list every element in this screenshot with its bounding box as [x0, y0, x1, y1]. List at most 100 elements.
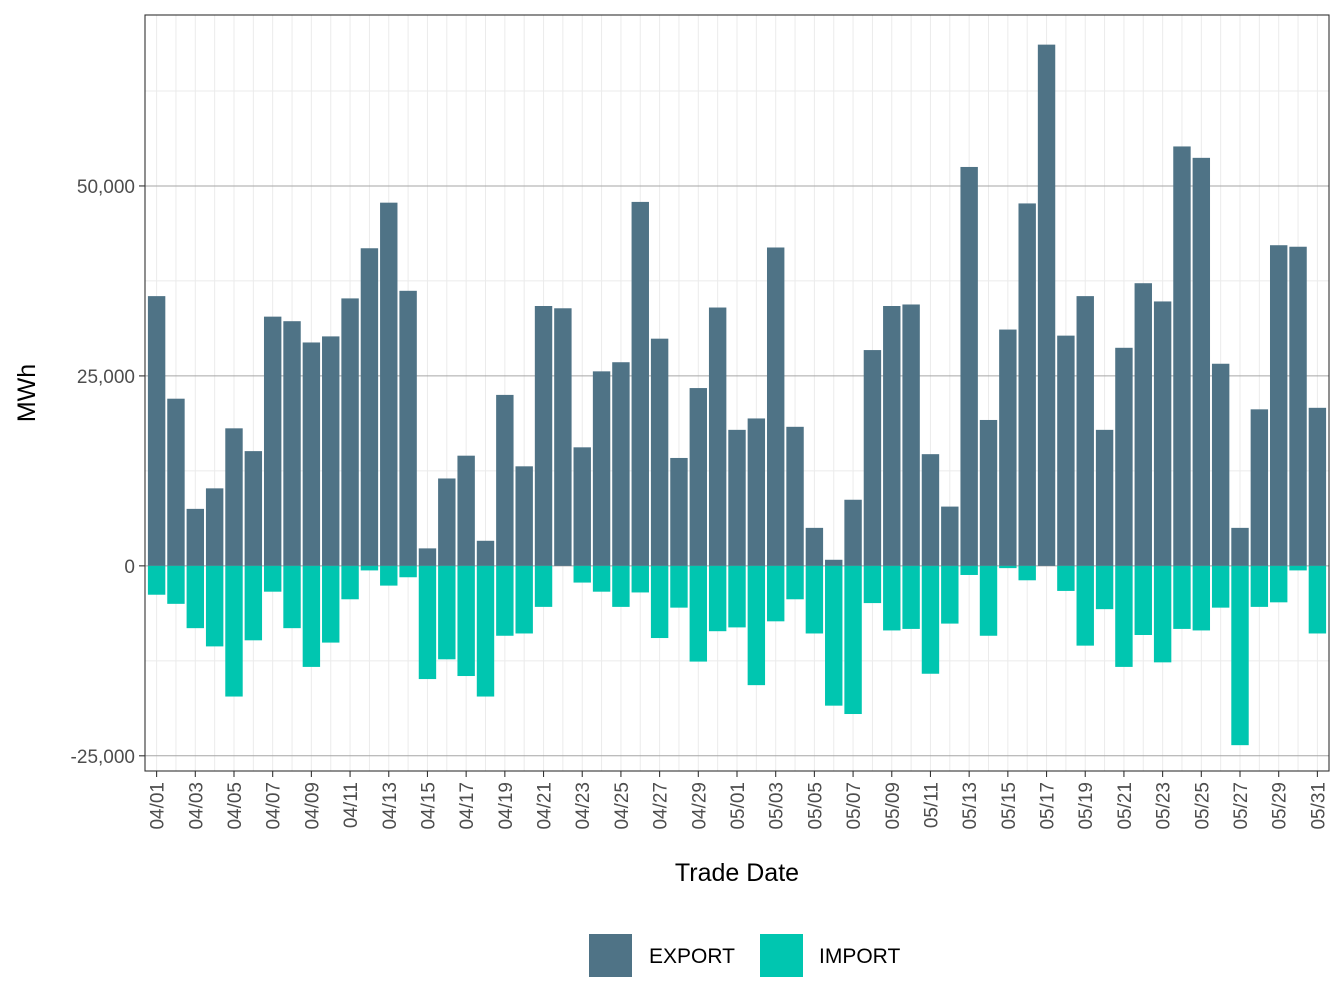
bar-import-04-17 — [457, 565, 475, 677]
bar-import-05-23 — [1153, 565, 1172, 663]
bar-export-05-18 — [1057, 335, 1075, 566]
bar-export-05-31 — [1308, 407, 1327, 566]
bar-export-04-21 — [534, 306, 553, 566]
bar-export-05-10 — [902, 304, 920, 566]
x-tick-label: 05/29 — [1270, 782, 1291, 830]
x-tick-label: 04/27 — [651, 782, 672, 830]
bar-import-04-19 — [496, 565, 514, 636]
x-tick-label: 05/27 — [1231, 782, 1252, 830]
bar-import-04-02 — [167, 565, 185, 604]
bar-import-04-15 — [418, 565, 437, 680]
bar-export-04-08 — [283, 321, 301, 566]
y-tick-label: 0 — [124, 557, 135, 578]
bar-import-05-16 — [1018, 565, 1036, 581]
bar-export-04-06 — [244, 451, 263, 566]
bar-export-05-13 — [960, 166, 978, 566]
x-tick-label: 04/29 — [689, 782, 710, 830]
x-tick-label: 05/09 — [883, 782, 904, 830]
bar-export-04-05 — [225, 428, 243, 566]
bar-export-05-08 — [863, 350, 882, 566]
x-tick-label: 04/09 — [302, 782, 323, 830]
bar-import-04-08 — [283, 565, 301, 629]
bar-export-05-15 — [999, 329, 1017, 566]
x-axis: 04/01 04/03 04/05 04/07 04/09 04/11 04/13 04/15… — [148, 771, 1329, 830]
bar-export-04-19 — [496, 394, 514, 566]
bar-import-05-20 — [1095, 565, 1114, 610]
bar-import-04-07 — [263, 565, 282, 592]
x-tick-label: 05/13 — [960, 782, 981, 830]
bar-export-05-12 — [941, 506, 959, 566]
bar-export-05-17 — [1037, 44, 1056, 566]
x-tick-label: 05/21 — [1115, 782, 1136, 830]
bar-import-05-11 — [921, 565, 940, 674]
bar-import-05-27 — [1231, 565, 1249, 746]
bar-import-05-07 — [844, 565, 862, 715]
bar-import-04-10 — [322, 565, 340, 643]
bar-export-04-23 — [573, 447, 591, 566]
bar-export-05-02 — [747, 418, 766, 566]
x-tick-label: 04/03 — [186, 782, 207, 830]
bar-export-04-04 — [205, 488, 224, 566]
bar-export-05-23 — [1153, 301, 1172, 566]
bar-export-04-07 — [263, 316, 282, 566]
y-axis: -25,000 0 25,000 50,000 — [71, 177, 145, 768]
bar-export-04-29 — [689, 388, 708, 566]
bar-export-04-03 — [186, 508, 205, 566]
legend-label-export: EXPORT — [649, 945, 735, 968]
x-tick-label: 05/23 — [1154, 782, 1175, 830]
bar-export-04-14 — [399, 290, 417, 566]
bar-export-04-12 — [360, 248, 379, 566]
x-tick-label: 04/07 — [264, 782, 285, 830]
bar-import-04-03 — [186, 565, 205, 629]
legend-label-import: IMPORT — [819, 945, 900, 968]
bar-import-05-03 — [766, 565, 785, 622]
bar-import-05-30 — [1289, 565, 1307, 571]
bar-export-05-24 — [1173, 146, 1191, 566]
bar-import-05-05 — [805, 565, 824, 634]
x-tick-label: 05/07 — [844, 782, 865, 830]
bar-export-05-03 — [766, 247, 785, 566]
bar-export-05-29 — [1269, 245, 1288, 566]
bar-import-04-06 — [244, 565, 263, 641]
bar-export-04-15 — [418, 548, 437, 566]
x-tick-label: 05/11 — [921, 782, 942, 828]
bar-export-05-28 — [1250, 409, 1269, 566]
bar-import-05-12 — [941, 565, 959, 624]
bar-import-04-18 — [476, 565, 495, 697]
bar-export-05-07 — [844, 499, 862, 566]
bar-import-04-05 — [225, 565, 243, 697]
x-tick-label: 05/01 — [728, 782, 749, 830]
bar-export-05-19 — [1076, 296, 1094, 566]
bar-export-05-04 — [786, 426, 804, 566]
bar-import-04-11 — [341, 565, 359, 600]
bar-import-04-16 — [438, 565, 456, 660]
bar-export-04-17 — [457, 455, 475, 566]
bar-import-04-24 — [592, 565, 611, 592]
bar-import-05-15 — [999, 565, 1017, 569]
x-axis-title: Trade Date — [675, 859, 799, 887]
bar-export-05-16 — [1018, 203, 1036, 566]
x-tick-label: 04/05 — [225, 782, 246, 830]
y-tick-label: -25,000 — [71, 747, 135, 768]
bar-import-05-13 — [960, 565, 978, 575]
bar-import-04-28 — [670, 565, 688, 608]
bar-import-04-23 — [573, 565, 591, 583]
x-tick-label: 05/19 — [1076, 782, 1097, 830]
bar-export-04-16 — [438, 478, 456, 566]
bar-export-05-05 — [805, 527, 824, 566]
bar-export-04-11 — [341, 298, 359, 566]
bar-import-05-02 — [747, 565, 766, 686]
bar-export-04-26 — [631, 201, 649, 566]
bar-import-04-29 — [689, 565, 708, 662]
bar-import-05-25 — [1192, 565, 1211, 631]
x-tick-label: 04/21 — [535, 782, 556, 830]
bar-export-05-30 — [1289, 246, 1307, 566]
bar-import-04-04 — [205, 565, 224, 647]
x-tick-label: 04/15 — [418, 782, 439, 830]
x-tick-label: 05/15 — [999, 782, 1020, 830]
bar-export-04-24 — [592, 371, 611, 566]
bar-export-05-27 — [1231, 527, 1249, 566]
bar-export-05-20 — [1095, 429, 1114, 566]
bar-import-05-28 — [1250, 565, 1269, 607]
bar-import-05-06 — [825, 565, 843, 706]
